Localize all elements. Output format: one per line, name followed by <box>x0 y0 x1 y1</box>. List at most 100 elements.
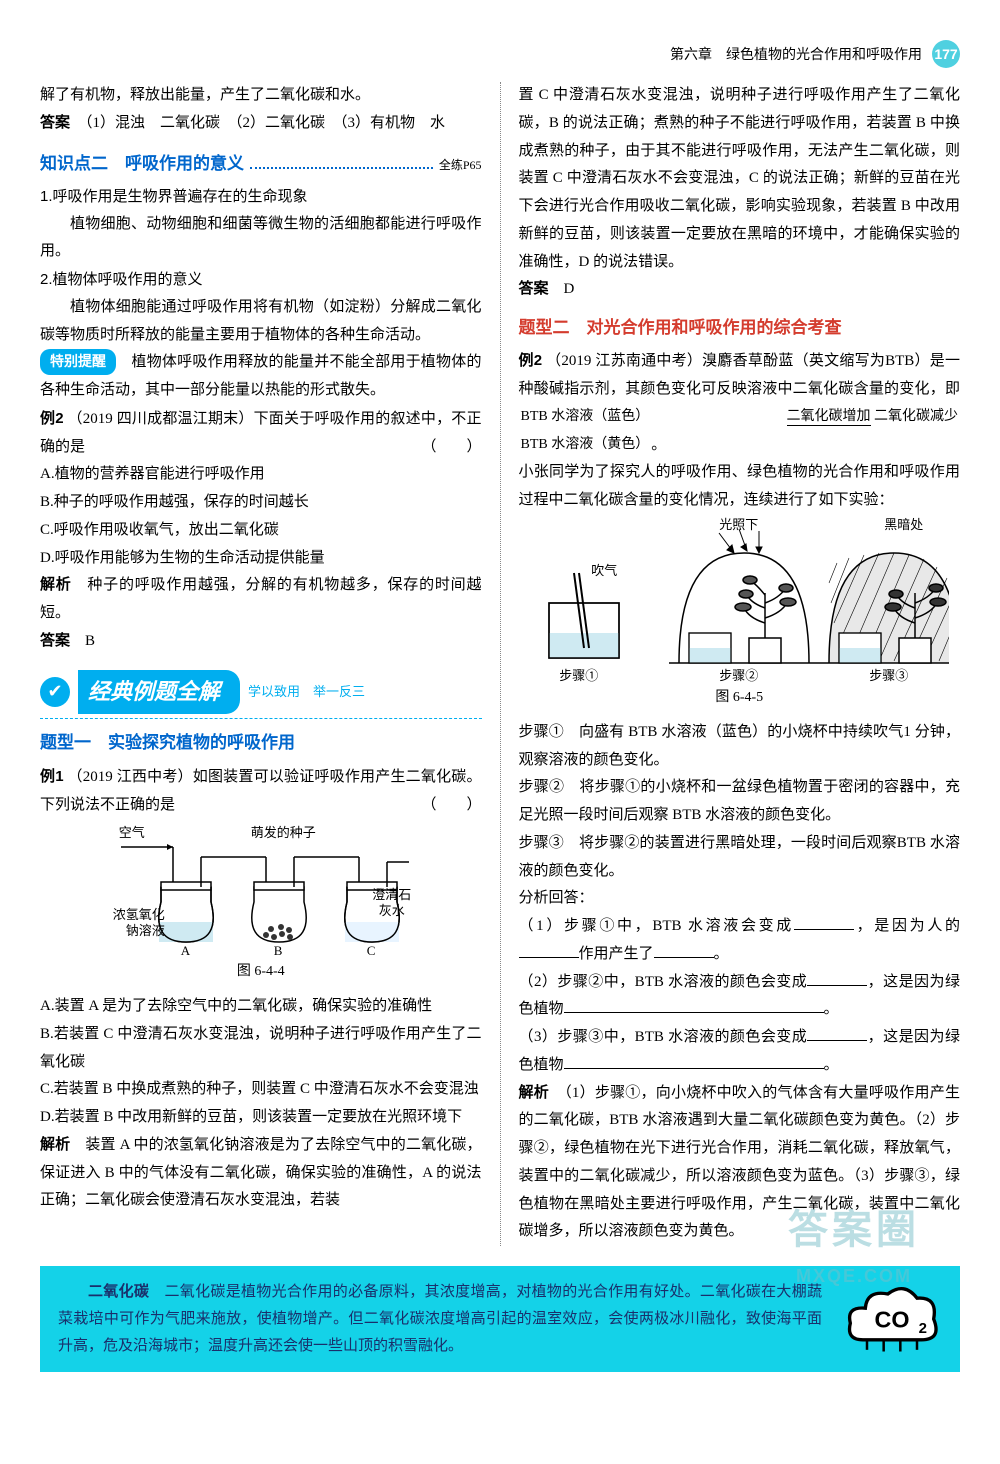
fig644-b: B <box>274 943 283 959</box>
fig645-caption: 图 6-4-5 <box>519 685 961 711</box>
example-label-1b: 例1 <box>40 768 64 785</box>
blank-3b <box>564 1053 824 1069</box>
footer-title: 二氧化碳 <box>88 1283 149 1300</box>
kp2-2-head: 2.植物体呼吸作用的意义 <box>40 266 482 294</box>
fig645-step1: 步骤① <box>559 668 598 684</box>
svg-text:2: 2 <box>919 1320 927 1337</box>
btb-formula-right: BTB 水溶液（黄色） <box>521 437 650 454</box>
example-label-2b: 例2 <box>519 352 543 369</box>
ex2-ans: B <box>85 633 95 649</box>
ex1b-source: （2019 江西中考） <box>68 769 193 785</box>
page-header: 第六章 绿色植物的光合作用和呼吸作用 177 <box>40 40 960 68</box>
fig645-step2: 步骤② <box>719 668 758 684</box>
dots-divider <box>250 167 433 169</box>
ex2b-jiexi: （1）步骤①，向小烧杯中吹入的气体含有大量呼吸作用产生的二氧化碳，BTB 水溶液… <box>519 1085 961 1240</box>
question-type-1: 题型一 实验探究植物的呼吸作用 <box>40 727 482 758</box>
page-number-badge: 177 <box>932 40 960 68</box>
ex2b-jiexi-label: 解析 <box>519 1085 549 1101</box>
left-column: 解了有机物，释放出能量，产生了二氧化碳和水。 答案 （1）混浊 二氧化碳 （2）… <box>40 82 482 1246</box>
fig644-naoh-label: 浓氢氧化钠溶液 <box>105 907 165 938</box>
fig644-c: C <box>367 943 376 959</box>
fig645-light-label: 光照下 <box>719 517 758 533</box>
banner-title: 经典例题全解 <box>78 670 240 715</box>
answer-1: （1）混浊 二氧化碳 （2）二氧化碳 （3）有机物 水 <box>85 115 445 131</box>
section-banner: ✔ 经典例题全解 学以致用 举一反三 <box>40 670 482 715</box>
blank-2b <box>564 997 824 1013</box>
ex1b-bracket: （ ） <box>421 792 481 820</box>
q3-a: （3）步骤③中，BTB 水溶液的颜色会变成 <box>519 1029 808 1045</box>
kp2-page-ref: 全练P65 <box>439 154 482 176</box>
co2-label: CO <box>875 1306 910 1332</box>
ex2-option-b: B.种子的呼吸作用越强，保存的时间越长 <box>40 489 482 517</box>
fig644-a: A <box>181 943 190 959</box>
ex1b-ans-label: 答案 <box>519 281 549 297</box>
step1: 步骤① 向盛有 BTB 水溶液（蓝色）的小烧杯中持续吹气1 分钟，观察溶液的颜色… <box>519 719 961 775</box>
ex2-option-a: A.植物的营养器官能进行呼吸作用 <box>40 461 482 489</box>
step3: 步骤③ 将步骤②的装置进行黑暗处理，一段时间后观察BTB 水溶液的颜色变化。 <box>519 830 961 886</box>
q1-b: ，是因为人的 <box>854 918 960 934</box>
ex2b-source: （2019 江苏南通中考） <box>546 353 702 369</box>
chapter-title: 第六章 绿色植物的光合作用和呼吸作用 <box>670 44 922 64</box>
fig644-lime-label: 澄清石灰水 <box>367 887 417 918</box>
fig645-blow-label: 吹气 <box>591 563 617 579</box>
ex2-jiexi: 种子的呼吸作用越强，分解的有机物越多，保存的时间越短。 <box>40 577 481 621</box>
q3-c: 。 <box>824 1057 839 1073</box>
q1-c: 作用产生了 <box>579 946 654 962</box>
fig644-sprout-label: 萌发的种子 <box>251 825 316 841</box>
figure-6-4-5: 光照下 黑暗处 吹气 步骤① 步骤② 步骤③ 图 6-4-5 <box>519 523 961 711</box>
ex2-ans-label: 答案 <box>40 633 70 649</box>
continuation-text: 解了有机物，释放出能量，产生了二氧化碳和水。 <box>40 82 482 110</box>
footer-body: 二氧化碳是植物光合作用的必备原料，其浓度增高，对植物的光合作用有好处。二氧化碳在… <box>58 1284 822 1354</box>
formula-bottom: 二氧化碳减少 <box>874 409 958 424</box>
blank-1c <box>654 942 714 958</box>
blank-2a <box>807 970 867 986</box>
btb-formula-left: BTB 水溶液（蓝色） <box>521 409 650 426</box>
example-label-2: 例2 <box>40 410 64 427</box>
kp2-title: 知识点二 呼吸作用的意义 <box>40 148 244 179</box>
ex2-source: （2019 四川成都温江期末） <box>68 411 254 427</box>
q1-a: （1）步骤①中，BTB 水溶液会变成 <box>519 918 794 934</box>
ex2-bracket: （ ） <box>421 434 481 462</box>
column-divider <box>500 82 501 1246</box>
q1-d: 。 <box>714 946 729 962</box>
q2-a: （2）步骤②中，BTB 水溶液的颜色会变成 <box>519 974 808 990</box>
question-type-2: 题型二 对光合作用和呼吸作用的综合考查 <box>519 312 961 343</box>
tip-badge: 特别提醒 <box>40 349 116 375</box>
kp2-2-text: 植物体细胞能通过呼吸作用将有机物（如淀粉）分解成二氧化碳等物质时所释放的能量主要… <box>40 294 482 350</box>
analysis-head: 分析回答： <box>519 885 961 913</box>
footer-text: 二氧化碳 二氧化碳是植物光合作用的必备原料，其浓度增高，对植物的光合作用有好处。… <box>58 1278 822 1360</box>
btb-formula-arrows: 二氧化碳增加 二氧化碳减少 <box>787 409 959 426</box>
q2-c: 。 <box>824 1001 839 1017</box>
footer-info-box: 二氧化碳 二氧化碳是植物光合作用的必备原料，其浓度增高，对植物的光合作用有好处。… <box>40 1266 960 1372</box>
check-icon: ✔ <box>40 677 70 707</box>
ex1b-ans: D <box>564 281 575 297</box>
kp2-1-text: 植物细胞、动物细胞和细菌等微生物的活细胞都能进行呼吸作用。 <box>40 211 482 267</box>
fig644-air-label: 空气 <box>119 825 145 841</box>
ex1b-jiexi-label: 解析 <box>40 1137 70 1153</box>
ex1b-jiexi-part2: 置 C 中澄清石灰水变混浊，说明种子进行呼吸作用产生了二氧化碳，B 的说法正确；… <box>519 82 961 276</box>
blank-1a <box>794 914 854 930</box>
blank-1b <box>519 942 579 958</box>
ex2b-q2: 小张同学为了探究人的呼吸作用、绿色植物的光合作用和呼吸作用过程中二氧化碳含量的变… <box>519 459 961 515</box>
step2: 步骤② 将步骤①的小烧杯和一盆绿色植物置于密闭的容器中，充足光照一段时间后观察 … <box>519 774 961 830</box>
ex1b-option-a: A.装置 A 是为了去除空气中的二氧化碳，确保实验的准确性 <box>40 993 482 1021</box>
fig645-step3: 步骤③ <box>869 668 908 684</box>
fig645-dark-label: 黑暗处 <box>884 517 923 533</box>
ex2-option-c: C.呼吸作用吸收氧气，放出二氧化碳 <box>40 517 482 545</box>
ex1b-option-d: D.若装置 B 中改用新鲜的豆苗，则该装置一定要放在光照环境下 <box>40 1104 482 1132</box>
ex2-option-d: D.呼吸作用能够为生物的生命活动提供能量 <box>40 545 482 573</box>
fig644-caption: 图 6-4-4 <box>40 959 482 985</box>
answer-label: 答案 <box>40 115 70 131</box>
ex1b-jiexi-part1: 装置 A 中的浓氢氧化钠溶液是为了去除空气中的二氧化碳，保证进入 B 中的气体没… <box>40 1137 482 1209</box>
ex1b-option-b: B.若装置 C 中澄清石灰水变混浊，说明种子进行呼吸作用产生了二氧化碳 <box>40 1021 482 1077</box>
knowledge-point-2: 知识点二 呼吸作用的意义 全练P65 <box>40 148 482 179</box>
kp2-1-head: 1.呼吸作用是生物界普遍存在的生命现象 <box>40 183 482 211</box>
figure-6-4-4: 空气 萌发的种子 浓氢氧化钠溶液 澄清石灰水 A B C 图 6-4-4 <box>40 827 482 985</box>
banner-subtitle: 学以致用 举一反三 <box>248 680 365 704</box>
blank-3a <box>807 1025 867 1041</box>
dash-underline <box>40 718 482 719</box>
right-column: 置 C 中澄清石灰水变混浊，说明种子进行呼吸作用产生了二氧化碳，B 的说法正确；… <box>519 82 961 1246</box>
ex2-jiexi-label: 解析 <box>40 577 72 593</box>
co2-cloud-icon: CO 2 <box>842 1279 942 1359</box>
ex1b-option-c: C.若装置 B 中换成煮熟的种子，则装置 C 中澄清石灰水不会变混浊 <box>40 1076 482 1104</box>
